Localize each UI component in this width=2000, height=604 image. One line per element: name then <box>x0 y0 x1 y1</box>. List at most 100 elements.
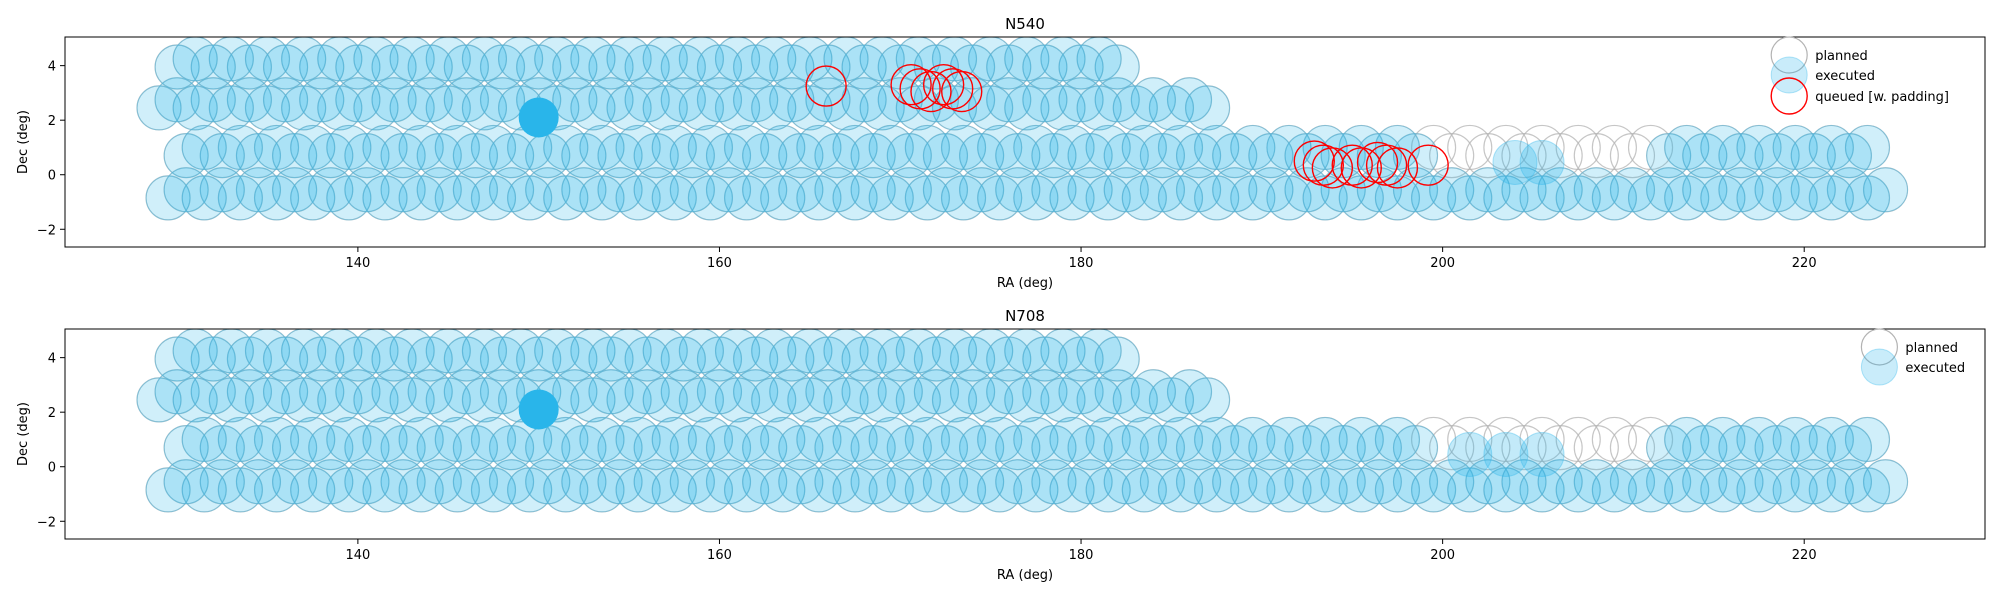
executed-point <box>389 377 435 423</box>
y-tick-label: −2 <box>37 223 56 238</box>
planned-point <box>244 329 291 374</box>
planned-point <box>886 459 932 505</box>
planned-point <box>805 369 851 415</box>
planned-point <box>669 167 715 213</box>
planned-point <box>1004 377 1050 423</box>
planned-point <box>407 336 453 382</box>
planned-point <box>172 37 218 82</box>
executed-point <box>208 377 254 423</box>
planned-point <box>1826 459 1873 505</box>
executed-point <box>1519 467 1565 513</box>
executed-point <box>977 124 1023 170</box>
executed-point <box>706 133 752 179</box>
planned-point <box>299 369 345 415</box>
planned-point <box>913 369 960 415</box>
executed-point <box>1483 431 1529 477</box>
planned-point <box>1646 167 1692 213</box>
planned-point <box>1094 77 1140 123</box>
planned-point <box>1248 133 1294 179</box>
executed-point <box>922 425 968 471</box>
planned-point <box>1058 44 1104 90</box>
planned-point <box>199 425 245 471</box>
executed-point <box>1067 425 1113 471</box>
executed-point <box>733 44 779 90</box>
executed-point <box>226 77 272 123</box>
planned-point <box>1555 467 1601 513</box>
planned-point <box>534 37 580 82</box>
planned-point <box>380 167 426 213</box>
executed-point <box>281 377 327 423</box>
executed-point <box>1013 175 1059 221</box>
executed-point <box>624 77 670 123</box>
planned-point <box>1040 329 1086 374</box>
executed-point <box>615 175 661 221</box>
planned-point <box>208 377 254 423</box>
executed-point <box>272 459 318 505</box>
executed-point <box>1212 167 1258 213</box>
executed-point <box>190 77 236 123</box>
executed-point <box>163 459 209 505</box>
planned-point <box>1338 467 1384 513</box>
planned-point <box>434 416 480 463</box>
planned-point <box>335 336 381 382</box>
planned-point <box>1022 77 1068 123</box>
executed-point <box>1121 175 1167 221</box>
planned-point <box>253 124 300 171</box>
executed-point <box>1194 175 1240 221</box>
executed-point <box>669 167 715 213</box>
planned-point <box>1664 175 1710 221</box>
executed-point <box>913 369 959 415</box>
executed-point <box>1808 175 1854 221</box>
planned-point <box>516 44 562 90</box>
executed-point <box>1284 425 1330 471</box>
executed-point <box>715 377 761 423</box>
executed-point <box>579 124 625 170</box>
planned-point <box>1248 459 1294 505</box>
executed-point <box>742 133 788 179</box>
executed-point <box>1185 377 1231 423</box>
executed-point <box>154 369 200 415</box>
planned-point <box>687 467 734 513</box>
planned-point <box>262 44 309 90</box>
planned-point <box>1022 44 1068 90</box>
executed-point <box>1393 167 1439 213</box>
x-tick-label: 200 <box>1430 256 1455 271</box>
executed-point <box>588 336 634 382</box>
executed-point <box>886 167 932 213</box>
executed-point <box>181 175 227 221</box>
executed-point <box>968 329 1014 374</box>
executed-point <box>163 133 209 179</box>
executed-point <box>290 416 336 462</box>
executed-point <box>733 77 779 123</box>
planned-point <box>290 175 336 221</box>
planned-point <box>479 44 526 90</box>
executed-point <box>1646 459 1692 505</box>
y-axis-label: Dec (deg) <box>16 402 31 466</box>
executed-point <box>516 336 562 382</box>
planned-point <box>1447 124 1493 171</box>
executed-point <box>1591 175 1637 221</box>
planned-point <box>181 467 227 513</box>
planned-point <box>1573 459 1619 505</box>
executed-point <box>1465 167 1511 213</box>
planned-point <box>606 37 652 82</box>
planned-point <box>488 425 535 471</box>
planned-point <box>733 336 779 382</box>
executed-point <box>552 77 598 123</box>
planned-point <box>1302 175 1348 221</box>
planned-point <box>832 467 878 513</box>
planned-point <box>1266 124 1312 171</box>
axes-frame <box>64 36 1986 248</box>
executed-point <box>850 167 896 213</box>
planned-point <box>1266 467 1312 513</box>
planned-point <box>1682 459 1728 505</box>
executed-point <box>1844 124 1890 170</box>
planned-point <box>1067 459 1113 505</box>
planned-point <box>986 369 1032 415</box>
executed-point <box>1094 77 1140 123</box>
executed-point <box>1058 44 1104 90</box>
planned-point <box>968 37 1014 82</box>
x-tick-label: 220 <box>1792 256 1817 271</box>
executed-point <box>163 425 209 471</box>
planned-point <box>353 377 399 423</box>
